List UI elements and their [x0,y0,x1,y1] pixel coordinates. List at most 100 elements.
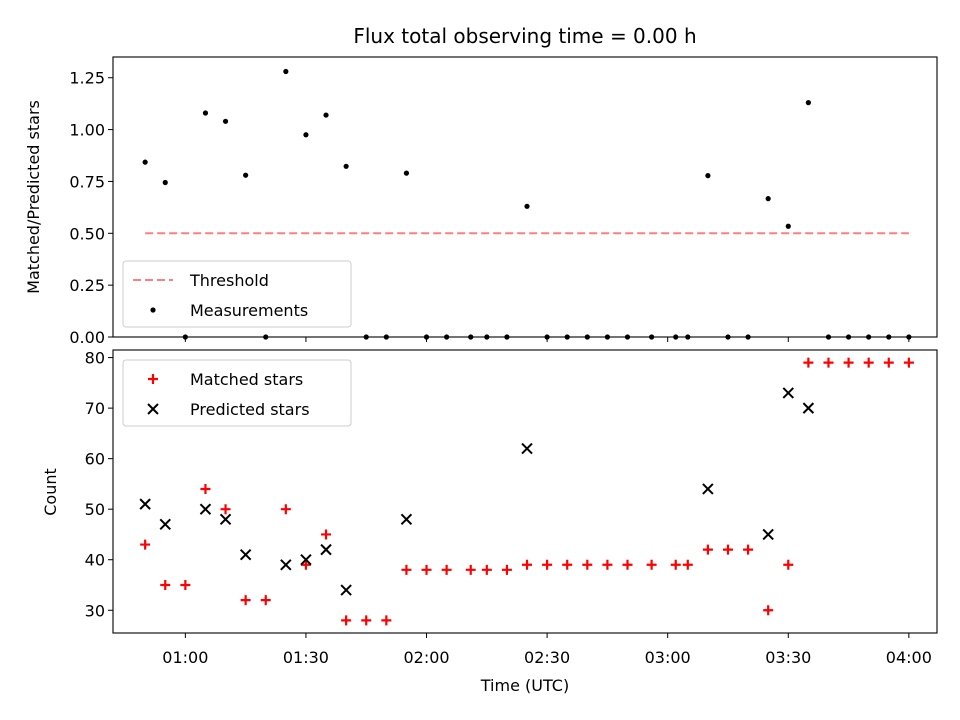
measurement-point [805,100,811,106]
matched-stars-point [361,615,372,626]
matched-stars-point [602,559,613,570]
matched-stars-point [140,539,151,550]
x-tick-label: 01:30 [283,648,329,667]
ratio-plot-area [142,68,912,340]
ratio-axis-ticks: 0.00 0.25 0.50 0.75 1.00 1.25 [69,69,910,347]
predicted-stars-point [802,402,815,414]
matched-stars-point [722,544,733,555]
count-y-tick-label: 30 [85,601,105,620]
matched-stars-point [200,483,211,494]
predicted-stars-point [300,554,312,566]
ratio-legend: Threshold Measurements [122,260,352,328]
matched-stars-point [441,564,452,575]
matched-stars-point [465,564,476,575]
matched-stars-point [783,559,794,570]
matched-stars-point [622,559,633,570]
legend-label: Measurements [190,301,308,320]
ratio-legend-box [122,260,352,328]
ratio-panel: Flux total observing time = 0.00 h 0.000… [24,24,938,347]
measurement-point [323,112,329,118]
legend-label: Threshold [189,271,269,290]
ratio-y-tick-label: 0.00 [69,328,105,347]
measurement-point [343,163,349,169]
count-legend: Matched stars Predicted stars [122,359,352,427]
ratio-y-axis-label: Matched/Predicted stars [24,100,43,294]
matched-stars-point [863,357,874,368]
predicted-stars-point [280,559,292,571]
measurement-point [705,173,711,179]
count-y-tick-label: 80 [85,349,105,368]
measurement-point [243,172,249,178]
measurement-point [403,170,410,176]
predicted-stars-point [320,543,332,556]
measurement-point [283,68,289,75]
matched-stars-point [180,579,191,590]
matched-stars-point [883,357,894,368]
matched-stars-point [381,615,392,626]
matched-stars-point [280,504,291,515]
matched-stars-point [682,559,693,570]
measurement-point [142,159,148,165]
count-panel: 30 40 50 60 70 80 01:00 01:30 02:00 02:30 03:00 03:… [41,349,938,695]
ratio-y-tick-label: 0.25 [69,276,105,295]
matched-stars-point [702,544,713,555]
matched-stars-point [823,357,834,368]
matched-stars-point [300,559,311,570]
matched-stars-point [522,559,533,570]
count-y-tick-label: 40 [85,551,105,570]
x-tick-label: 02:00 [403,648,449,667]
measurement-point [765,196,771,202]
predicted-stars-point [159,518,171,531]
count-axis-ticks: 30 40 50 60 70 80 01:00 01:30 02:00 02:30 03:00 03:… [85,349,932,667]
legend-matched-marker [148,374,158,384]
predicted-stars-point [199,503,212,515]
measurement-point [524,203,530,209]
x-tick-label: 03:00 [645,648,691,667]
count-legend-box [122,359,352,427]
count-y-axis-label: Count [41,468,60,516]
count-y-tick-label: 50 [85,500,105,519]
matched-stars-point [582,559,593,570]
matched-stars-point [903,357,914,368]
predicted-stars-point [702,483,714,495]
predicted-stars-point [340,584,352,596]
matched-stars-point [501,564,512,575]
ratio-axes-frame [112,56,938,338]
ratio-y-tick-label: 1.00 [69,121,105,140]
matched-stars-point [743,544,754,555]
count-y-tick-label: 70 [85,399,105,418]
legend-label: Matched stars [190,370,303,389]
matched-stars-point [421,564,432,575]
ratio-y-tick-label: 0.75 [69,172,105,191]
matched-stars-point [481,564,492,575]
matched-stars-point [670,559,681,570]
measurement-point [303,132,309,138]
matched-stars-point [260,595,271,606]
x-tick-label: 04:00 [886,648,932,667]
predicted-stars-point [219,513,232,526]
x-axis-label: Time (UTC) [480,676,569,695]
matched-stars-point [321,529,332,540]
count-y-tick-label: 60 [85,450,105,469]
measurement-point [162,179,168,186]
measurement-point [222,118,229,124]
legend-predicted-marker [147,403,159,415]
predicted-stars-point [400,513,413,526]
measurement-point [785,223,791,229]
matched-stars-point [160,579,171,590]
x-tick-label: 03:30 [765,648,811,667]
measurement-point [202,110,209,116]
count-axes-frame [112,349,938,634]
legend-measurements-marker [150,307,156,313]
predicted-stars-point [239,548,252,561]
matched-stars-point [220,504,231,515]
matched-stars-point [803,357,814,368]
predicted-stars-point [139,498,151,510]
predicted-stars-point [521,442,533,455]
matched-stars-point [843,357,854,368]
legend-label: Predicted stars [190,400,310,419]
matched-stars-point [240,595,251,606]
count-plot-area [139,357,914,626]
matched-stars-point [646,559,657,570]
